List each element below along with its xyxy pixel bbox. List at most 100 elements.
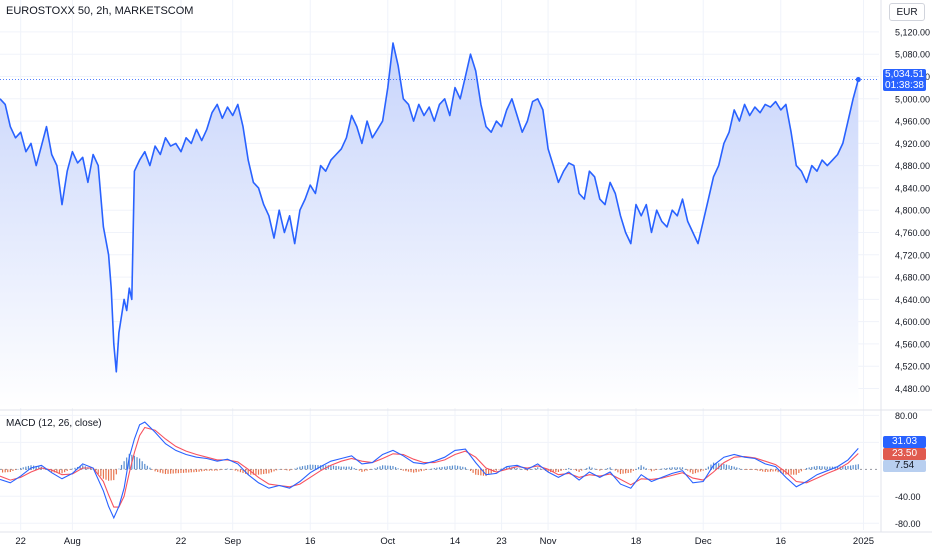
macd-histogram-bar bbox=[232, 469, 234, 470]
macd-histogram-bar bbox=[428, 469, 430, 470]
macd-histogram-bar bbox=[813, 466, 815, 470]
macd-histogram-bar bbox=[374, 468, 376, 470]
macd-histogram-bar bbox=[811, 466, 813, 470]
macd-histogram-bar bbox=[679, 467, 681, 470]
macd-indicator-title[interactable]: MACD (12, 26, close) bbox=[6, 418, 102, 429]
macd-histogram-bar bbox=[159, 469, 161, 473]
macd-histogram-bar bbox=[857, 464, 859, 470]
macd-histogram-bar bbox=[725, 464, 728, 470]
macd-histogram-bar bbox=[410, 469, 412, 473]
macd-histogram-bar bbox=[687, 469, 689, 471]
macd-histogram-bar bbox=[547, 469, 549, 473]
macd-histogram-bar bbox=[542, 469, 544, 470]
price-axis-tick-label: 4,720.00 bbox=[895, 250, 930, 260]
macd-histogram-bar bbox=[247, 469, 249, 475]
macd-histogram-bar bbox=[821, 466, 823, 470]
macd-histogram-bar bbox=[188, 469, 190, 473]
macd-histogram-bar bbox=[115, 469, 117, 475]
macd-histogram-bar bbox=[255, 469, 257, 475]
price-axis-tick-label: 5,000.00 bbox=[895, 94, 930, 104]
macd-histogram-bar bbox=[146, 465, 148, 470]
macd-histogram-bar bbox=[666, 467, 668, 470]
price-axis-tick-label: 5,120.00 bbox=[895, 27, 930, 37]
macd-histogram-bar bbox=[469, 469, 472, 471]
macd-histogram-bar bbox=[498, 469, 500, 470]
macd-histogram-bar bbox=[697, 469, 699, 473]
macd-histogram-bar bbox=[379, 466, 381, 470]
macd-histogram-bar bbox=[800, 469, 803, 472]
macd-histogram-bar bbox=[746, 469, 748, 470]
macd-histogram-bar bbox=[1, 469, 4, 473]
macd-histogram-bar bbox=[555, 469, 557, 473]
macd-histogram-bar bbox=[599, 469, 601, 471]
macd-histogram-bar bbox=[692, 469, 694, 475]
time-axis-tick-label: 2025 bbox=[853, 536, 874, 547]
macd-histogram-bar bbox=[495, 469, 497, 471]
macd-histogram-bar bbox=[614, 469, 616, 471]
macd-histogram-bar bbox=[519, 468, 521, 470]
last-price-tag: 5,034.51 01:38:38 bbox=[883, 69, 926, 91]
macd-histogram-bar bbox=[126, 457, 128, 470]
macd-histogram-bar bbox=[674, 467, 676, 470]
macd-histogram-bar bbox=[79, 466, 81, 470]
macd-histogram-bar bbox=[650, 469, 653, 472]
macd-histogram-bar bbox=[513, 467, 516, 470]
macd-histogram-bar bbox=[826, 466, 828, 470]
macd-histogram-bar bbox=[405, 469, 407, 472]
macd-histogram-bar bbox=[139, 458, 141, 470]
macd-histogram-bar bbox=[459, 466, 461, 470]
currency-selector[interactable]: EUR bbox=[889, 3, 925, 21]
macd-histogram-bar bbox=[394, 467, 397, 470]
macd-histogram-bar bbox=[291, 469, 293, 470]
macd-histogram-bar bbox=[294, 468, 296, 470]
macd-histogram-bar bbox=[371, 469, 373, 470]
macd-histogram-bar bbox=[325, 465, 327, 470]
time-axis-tick-label: 23 bbox=[496, 536, 507, 547]
macd-histogram-bar bbox=[332, 465, 335, 470]
macd-histogram-bar bbox=[702, 469, 704, 471]
macd-histogram-bar bbox=[630, 469, 632, 473]
macd-histogram-bar bbox=[436, 467, 438, 470]
macd-histogram-bar bbox=[808, 467, 810, 470]
macd-histogram-bar bbox=[606, 468, 609, 470]
macd-histogram-bar bbox=[488, 469, 490, 475]
macd-histogram-bar bbox=[467, 469, 469, 470]
macd-histogram-bar bbox=[151, 469, 154, 470]
macd-histogram-bar bbox=[780, 469, 782, 474]
macd-histogram-bar bbox=[7, 469, 9, 473]
price-area-fill bbox=[0, 43, 859, 408]
macd-histogram-bar bbox=[751, 469, 753, 470]
macd-histogram-bar bbox=[107, 469, 110, 481]
signal-value-tag: 23.50 bbox=[883, 448, 926, 460]
macd-histogram-bar bbox=[803, 469, 805, 470]
macd-histogram-bar bbox=[296, 467, 298, 470]
macd-histogram-bar bbox=[756, 469, 759, 471]
macd-histogram-bar bbox=[637, 467, 640, 470]
macd-histogram-bar bbox=[35, 465, 37, 470]
macd-histogram-bar bbox=[831, 466, 834, 470]
macd-histogram-bar bbox=[348, 466, 350, 470]
macd-histogram-bar bbox=[82, 465, 84, 470]
macd-histogram-bar bbox=[663, 468, 666, 470]
macd-histogram-bar bbox=[472, 469, 474, 473]
macd-histogram-bar bbox=[617, 469, 619, 473]
macd-histogram-bar bbox=[118, 468, 120, 470]
macd-histogram-bar bbox=[366, 469, 368, 471]
macd-histogram-bar bbox=[307, 465, 309, 470]
macd-histogram-bar bbox=[612, 468, 614, 470]
macd-histogram-bar bbox=[389, 465, 391, 470]
signal-line bbox=[0, 426, 859, 508]
macd-histogram-bar bbox=[583, 469, 585, 470]
macd-histogram-bar bbox=[69, 469, 71, 470]
macd-histogram-bar bbox=[684, 468, 686, 470]
time-axis-tick-label: Oct bbox=[380, 536, 395, 547]
macd-histogram-bar bbox=[604, 468, 606, 470]
macd-histogram-bar bbox=[586, 467, 588, 470]
macd-histogram-bar bbox=[175, 469, 177, 474]
price-series-line bbox=[0, 42, 860, 373]
macd-histogram-bar bbox=[224, 469, 226, 470]
symbol-title[interactable]: EUROSTOXX 50, 2h, MARKETSCOM bbox=[6, 5, 194, 17]
macd-histogram-bar bbox=[431, 468, 433, 470]
